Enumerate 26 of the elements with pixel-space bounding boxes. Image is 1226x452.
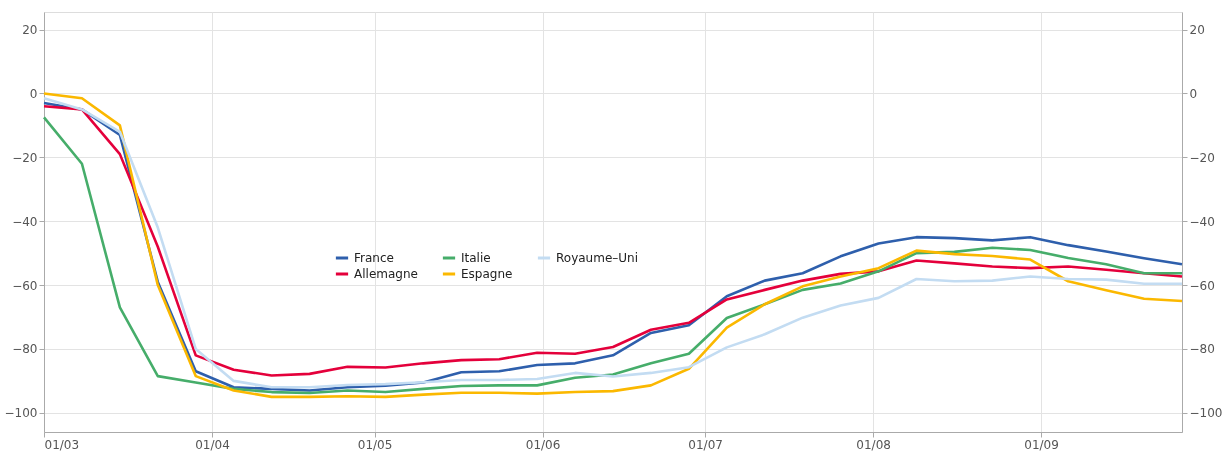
x-tick-label: 01/03 <box>44 437 80 452</box>
legend-label: Espagne <box>461 267 513 281</box>
y-tick-label: −80 <box>12 342 38 357</box>
legend-label: Italie <box>461 251 491 265</box>
legend-label: Royaume–Uni <box>556 251 638 265</box>
y2-tick-label: 20 <box>1189 23 1205 38</box>
x-tick-label: 01/07 <box>688 437 723 452</box>
y2-tick-label: 0 <box>1189 86 1198 101</box>
y-tick-label: −20 <box>12 150 38 165</box>
x-tick-label: 01/06 <box>525 437 561 452</box>
y-tick-label: −60 <box>12 278 38 293</box>
y2-tick-label: −20 <box>1189 150 1215 165</box>
x-tick-label: 01/04 <box>195 437 230 452</box>
x-tick-label: 01/08 <box>856 437 891 452</box>
x-tick-label: 01/05 <box>357 437 393 452</box>
y-tick-label: −100 <box>4 406 38 421</box>
y-tick-label: −40 <box>12 214 38 229</box>
legend-label: France <box>354 251 394 265</box>
x-tick-label: 01/09 <box>1024 437 1059 452</box>
y2-tick-label: −100 <box>1189 406 1223 421</box>
legend-label: Allemagne <box>354 267 418 281</box>
y2-tick-label: −60 <box>1189 278 1215 293</box>
y2-tick-label: −80 <box>1189 342 1215 357</box>
y2-tick-label: −40 <box>1189 214 1215 229</box>
y-tick-label: 20 <box>22 23 38 38</box>
y-tick-label: 0 <box>29 86 38 101</box>
